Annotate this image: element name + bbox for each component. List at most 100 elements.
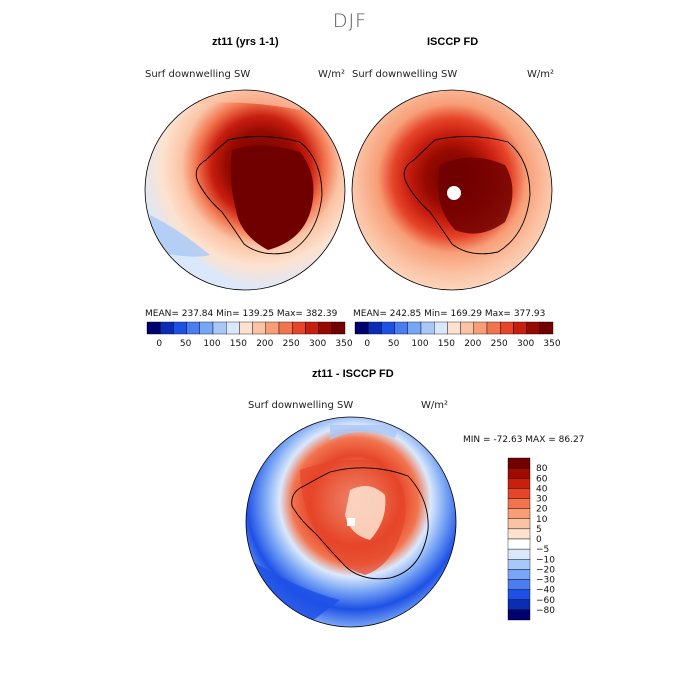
colorbar2-tick: 50 bbox=[388, 339, 400, 349]
diff-title: zt11 - ISCCP FD bbox=[312, 368, 394, 380]
colorbar1-swatch bbox=[186, 321, 201, 335]
colorbar-diff-swatch bbox=[507, 478, 531, 489]
colorbar-diff-tick: −20 bbox=[536, 565, 555, 575]
colorbar-diff-swatch bbox=[507, 609, 531, 621]
colorbar-diff-tick: 30 bbox=[536, 495, 548, 505]
colorbar1-swatch bbox=[225, 321, 240, 335]
colorbar-diff-tick: 10 bbox=[536, 515, 548, 525]
panel2-stats: MEAN= 242.85 Min= 169.29 Max= 377.93 bbox=[353, 309, 546, 319]
map3-pole-hole bbox=[347, 518, 355, 526]
panel2-variable: Surf downwelling SW bbox=[352, 69, 458, 80]
colorbar-diff-swatch bbox=[507, 599, 531, 611]
panel1-units: W/m² bbox=[318, 69, 346, 80]
colorbar1-swatch bbox=[292, 321, 306, 335]
colorbar2-tick: 350 bbox=[543, 339, 560, 349]
colorbar-diff-tick: 80 bbox=[536, 464, 548, 474]
colorbar1-swatch bbox=[199, 321, 214, 335]
colorbar-diff-swatch bbox=[507, 579, 531, 590]
colorbar-diff-swatch bbox=[507, 528, 531, 540]
colorbar2-swatch bbox=[381, 321, 395, 335]
colorbar2-tick: 300 bbox=[517, 339, 534, 349]
colorbar1-tick: 250 bbox=[283, 339, 300, 349]
colorbar2-swatch bbox=[420, 321, 435, 335]
colorbar1-tick: 50 bbox=[180, 339, 192, 349]
colorbar-diff-swatch bbox=[507, 548, 531, 560]
map2-pole-hole bbox=[447, 186, 461, 200]
colorbar2-swatch bbox=[526, 321, 540, 335]
colorbar1-swatch bbox=[265, 321, 280, 335]
colorbar-diff-swatch bbox=[507, 488, 531, 499]
map2-coastline bbox=[403, 135, 531, 255]
map1-coastline bbox=[195, 135, 323, 255]
panel2-units: W/m² bbox=[527, 69, 555, 80]
colorbar2-swatch bbox=[368, 321, 382, 335]
panel1-title: zt11 (yrs 1-1) bbox=[212, 36, 279, 48]
colorbar-diff-tick: −80 bbox=[536, 606, 555, 616]
colorbar2-tick: 100 bbox=[411, 339, 428, 349]
colorbar-diff-swatch bbox=[507, 508, 531, 519]
colorbar-diff-tick: 60 bbox=[536, 474, 548, 484]
colorbar1-swatch bbox=[331, 321, 346, 335]
diff-units: W/m² bbox=[421, 400, 449, 411]
map3-coastline bbox=[291, 467, 429, 580]
colorbar1-swatch bbox=[173, 321, 187, 335]
colorbar-diff-tick: 0 bbox=[536, 535, 542, 545]
colorbar-diff-tick: 40 bbox=[536, 484, 548, 494]
panel2-title: ISCCP FD bbox=[427, 36, 479, 48]
diff-variable: Surf downwelling SW bbox=[248, 400, 354, 411]
panel1-stats: MEAN= 237.84 Min= 139.25 Max= 382.39 bbox=[145, 309, 338, 319]
colorbar2-swatch bbox=[394, 321, 409, 335]
season-title: DJF bbox=[332, 10, 368, 32]
colorbar1-swatch bbox=[239, 321, 253, 335]
colorbar1-swatch bbox=[278, 321, 293, 335]
colorbar2-swatch bbox=[500, 321, 514, 335]
map2-border bbox=[351, 89, 553, 291]
colorbar2-tick: 250 bbox=[491, 339, 508, 349]
colorbar1-tick: 100 bbox=[203, 339, 220, 349]
colorbar-diff-swatch bbox=[507, 457, 531, 469]
colorbar2-swatch bbox=[473, 321, 488, 335]
colorbar1-swatch bbox=[146, 321, 161, 335]
colorbar-diff-tick: −30 bbox=[536, 576, 555, 586]
colorbar1-tick: 300 bbox=[309, 339, 326, 349]
colorbar2-swatch bbox=[354, 321, 369, 335]
colorbar1-swatch bbox=[159, 321, 174, 335]
colorbar1-swatch bbox=[318, 321, 333, 335]
colorbar-diff-tick: −10 bbox=[536, 555, 555, 565]
colorbar1-tick: 200 bbox=[256, 339, 273, 349]
colorbar-diff-swatch bbox=[507, 589, 531, 600]
colorbar2-swatch bbox=[486, 321, 501, 335]
panel1-variable: Surf downwelling SW bbox=[145, 69, 251, 80]
colorbar-diff-swatch bbox=[507, 467, 531, 479]
colorbar2-tick: 0 bbox=[364, 339, 370, 349]
map1-border bbox=[144, 89, 346, 291]
colorbar1-tick: 0 bbox=[156, 339, 162, 349]
colorbar2-swatch bbox=[513, 321, 527, 335]
colorbar1-swatch bbox=[252, 321, 267, 335]
colorbar1-tick: 350 bbox=[335, 339, 352, 349]
diff-stats: MIN = -72.63 MAX = 86.27 bbox=[463, 435, 585, 445]
colorbar-diff-tick: 20 bbox=[536, 505, 548, 515]
colorbar2-swatch bbox=[460, 321, 475, 335]
colorbar2-tick: 150 bbox=[438, 339, 455, 349]
colorbar2-swatch bbox=[407, 321, 422, 335]
colorbar-diff-tick: −60 bbox=[536, 596, 555, 606]
colorbar-diff-swatch bbox=[507, 518, 531, 530]
colorbar-diff-tick: −5 bbox=[536, 545, 549, 555]
colorbar-diff-tick: 5 bbox=[536, 525, 542, 535]
colorbar-diff-swatch bbox=[507, 569, 531, 580]
colorbar-diff-swatch bbox=[507, 498, 531, 509]
colorbar-diff-swatch bbox=[507, 538, 531, 550]
colorbar-diff-swatch bbox=[507, 559, 531, 570]
colorbar-diff-tick: −40 bbox=[536, 586, 555, 596]
map3-border bbox=[245, 416, 457, 628]
colorbar1-swatch bbox=[305, 321, 319, 335]
colorbar2-tick: 200 bbox=[464, 339, 481, 349]
colorbar2-swatch bbox=[539, 321, 554, 335]
colorbar1-swatch bbox=[212, 321, 227, 335]
colorbar2-swatch bbox=[447, 321, 461, 335]
colorbar1-tick: 150 bbox=[230, 339, 247, 349]
colorbar2-swatch bbox=[434, 321, 448, 335]
